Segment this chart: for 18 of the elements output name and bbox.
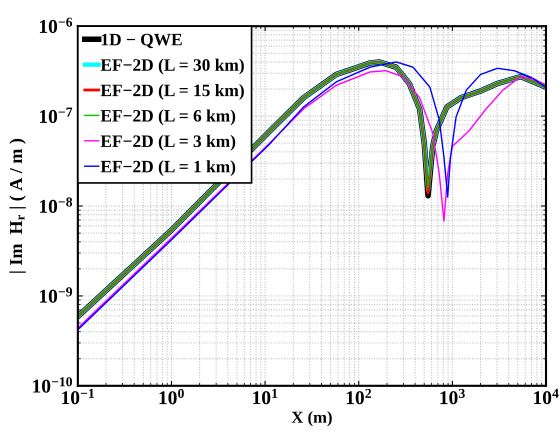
legend-label: EF−2D (L = 6 km)	[100, 109, 236, 126]
x-axis-title: X (m)	[292, 411, 332, 426]
x-tick-label: 10$^{4}$	[534, 388, 559, 404]
y-tick-label: 10$^{−8}$	[40, 197, 72, 213]
x-tick-label: 10$^{−1}$	[62, 388, 94, 404]
legend-label: EF−2D (L = 30 km)	[100, 58, 244, 74]
x-tick-label: 10$^{3}$	[440, 388, 465, 404]
x-tick-label: 10$^{1}$	[253, 388, 278, 404]
legend-label: EF−2D (L = 3 km)	[100, 134, 236, 151]
y-tick-label: 10$^{−6}$	[40, 18, 72, 34]
y-tick-label: 10$^{−9}$	[40, 287, 72, 303]
legend-label: EF−2D (L = 15 km)	[100, 84, 244, 100]
x-tick-label: 10$^{2}$	[346, 388, 372, 404]
legend-label: EF−2D (L = 1 km)	[100, 160, 236, 176]
legend-label: 1D − QWE	[102, 34, 182, 48]
y-axis-title: | Im H$_{r}$ | ( A / m )	[9, 138, 26, 273]
x-tick-label: 10$^{0}$	[160, 388, 184, 404]
y-tick-label: 10$^{−7}$	[40, 108, 72, 124]
